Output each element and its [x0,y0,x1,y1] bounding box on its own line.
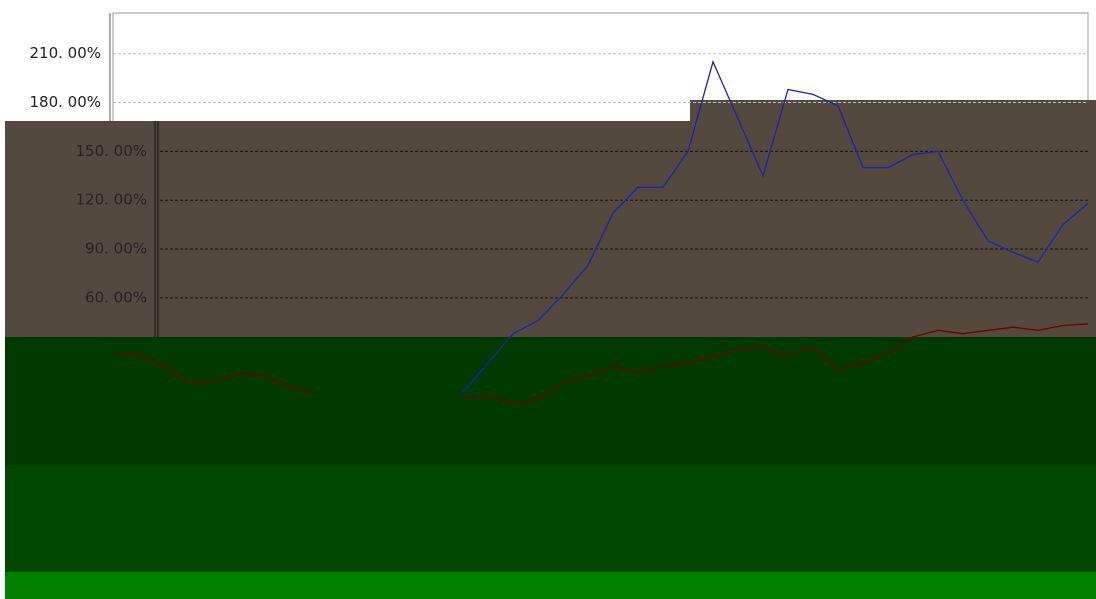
y-tick-label: 90. 00% [85,240,147,258]
y-tick-label: 210. 00% [29,44,101,62]
glitch-block [690,100,1096,121]
y-tick-label: 150. 00% [75,142,147,160]
glitch-overlay [5,100,1096,599]
glitch-block [5,337,1096,465]
glitch-block [5,572,1096,599]
glitch-block [5,121,1096,337]
y-tick-label: 60. 00% [85,288,147,306]
series-line [462,59,1089,393]
series-line [112,323,1089,405]
y-tick-label: 120. 00% [75,191,147,209]
glitch-block [5,465,1096,572]
y-tick-label: 180. 00% [29,93,101,111]
